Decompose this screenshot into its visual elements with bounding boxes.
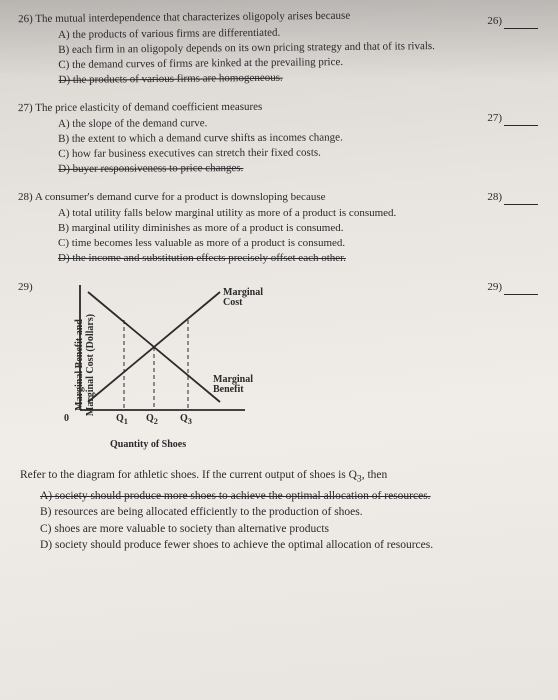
mb-label-line2: Benefit (213, 384, 244, 395)
q28-options: A) total utility falls below marginal ut… (58, 206, 530, 265)
mc-label-line1: Marginal (223, 287, 263, 298)
question-28: 28) A consumer's demand curve for a prod… (18, 190, 530, 265)
q2-label: Q2 (146, 412, 158, 427)
q29-answer-blank: 29) (487, 280, 538, 295)
q27-answer-blank: 27) (487, 111, 538, 126)
q29-prompt: Refer to the diagram for athletic shoes.… (20, 468, 530, 486)
chart-x-label: Quantity of Shoes (110, 438, 186, 452)
chart-container: Marginal Benefit and Marginal Cost (Doll… (48, 280, 308, 450)
q27-opt-d: D) buyer responsiveness to price changes… (74, 159, 530, 176)
q27-stem-text: The price elasticity of demand coefficie… (35, 101, 262, 114)
q29-prompt-text: Refer to the diagram for athletic shoes.… (20, 469, 357, 481)
q27-stem: 27) The price elasticity of demand coeff… (36, 99, 530, 116)
mc-label: Marginal Cost (223, 288, 263, 309)
q1-label: Q1 (116, 412, 128, 427)
q26-options: A) the products of various firms are dif… (58, 23, 531, 87)
q29-opt-a: A) society should produce more shoes to … (56, 489, 530, 505)
q3-label: Q3 (180, 412, 192, 427)
mb-label-line1: Marginal (213, 374, 253, 385)
mb-label: Marginal Benefit (213, 375, 253, 396)
question-27: 27) The price elasticity of demand coeff… (18, 101, 530, 176)
q26-num: 26) (18, 13, 33, 25)
q28-num: 28) (18, 191, 33, 203)
q29-options: A) society should produce more shoes to … (40, 489, 530, 554)
q29-opt-b: B) resources are being allocated efficie… (56, 505, 530, 521)
q28-ans-label: 28) (487, 191, 502, 203)
q26-stem-text: The mutual interdependence that characte… (35, 10, 350, 25)
q28-opt-b: B) marginal utility diminishes as more o… (74, 221, 530, 236)
q29-opt-d: D) society should produce fewer shoes to… (56, 538, 530, 554)
q28-opt-d: D) the income and substitution effects p… (74, 251, 530, 266)
question-29: 29) 29) Marginal Benefit and Marginal Co… (18, 280, 530, 554)
q27-ans-label: 27) (487, 112, 502, 124)
q28-opt-c: C) time becomes less valuable as more of… (74, 236, 530, 251)
q28-answer-blank: 28) (487, 190, 538, 205)
q26-answer-blank: 26) (487, 14, 538, 29)
q28-stem-text: A consumer's demand curve for a product … (35, 191, 326, 203)
q29-opt-c: C) shoes are more valuable to society th… (56, 522, 530, 538)
q29-num: 29) (18, 280, 33, 295)
q29-ans-label: 29) (487, 281, 502, 293)
q26-ans-label: 26) (487, 15, 502, 27)
origin-label: 0 (64, 412, 69, 426)
q28-stem: 28) A consumer's demand curve for a prod… (36, 190, 530, 205)
mc-label-line2: Cost (223, 297, 242, 308)
q29-prompt-end: , then (362, 469, 388, 481)
question-26: 26) The mutual interdependence that char… (18, 12, 530, 87)
q27-options: A) the slope of the demand curve. B) the… (58, 115, 530, 177)
q27-num: 27) (18, 102, 33, 114)
q28-opt-a: A) total utility falls below marginal ut… (74, 206, 530, 221)
